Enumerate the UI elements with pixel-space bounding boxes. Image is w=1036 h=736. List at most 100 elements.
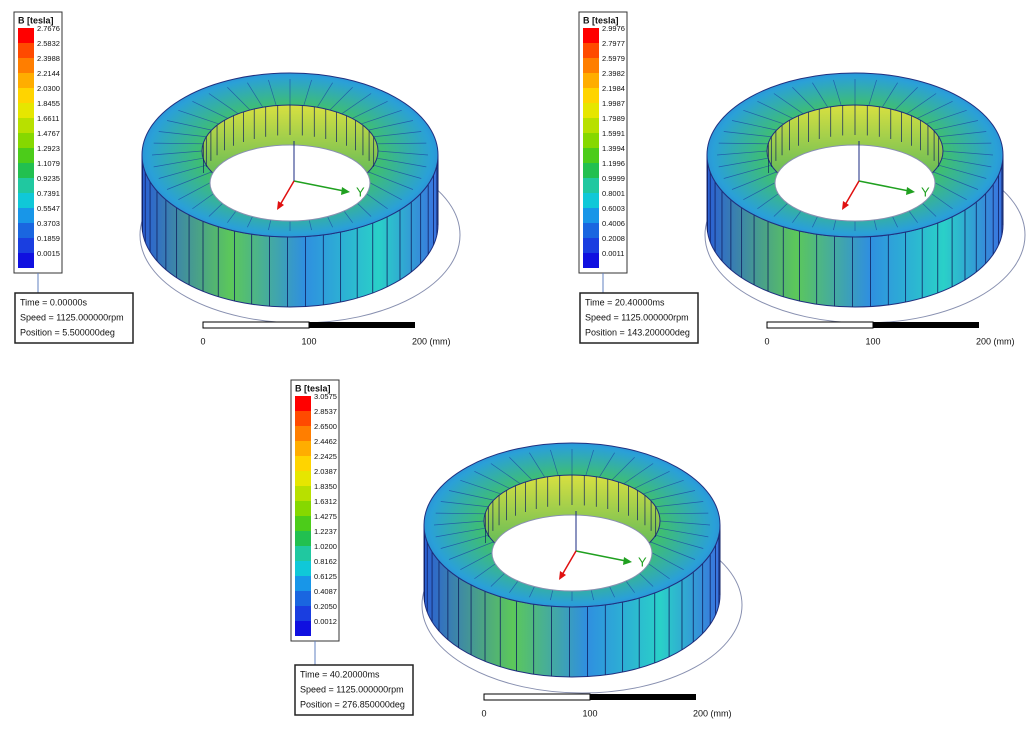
legend-swatch: [583, 163, 599, 178]
tooth-line: [435, 527, 486, 538]
legend-swatch: [18, 193, 34, 208]
legend-value: 1.2237: [314, 527, 337, 536]
tooth-line: [933, 171, 979, 190]
legend-value: 1.8455: [37, 99, 60, 108]
legend-swatch: [295, 531, 311, 546]
tooth-line: [368, 120, 414, 131]
legend-swatch: [295, 576, 311, 591]
legend-swatch: [18, 238, 34, 253]
tooth-line: [650, 541, 696, 560]
tooth-line: [329, 87, 353, 111]
tooth-line: [655, 501, 704, 508]
tooth-line: [917, 100, 953, 119]
tooth-line: [153, 157, 204, 168]
info-box: [294, 664, 414, 716]
tooth-line: [658, 512, 709, 515]
legend-swatch: [295, 591, 311, 606]
tooth-line: [448, 541, 494, 560]
legend-swatch: [18, 133, 34, 148]
ring-hole-floor: [209, 144, 371, 222]
info-box: [14, 292, 134, 344]
info-line: Position = 143.200000deg: [585, 327, 690, 337]
info-line: Position = 5.500000deg: [20, 327, 115, 337]
legend-swatch: [583, 223, 599, 238]
legend-value: 0.2008: [602, 234, 625, 243]
legend-value: 0.6125: [314, 572, 337, 581]
legend-swatch: [295, 471, 311, 486]
legend-value: 2.7977: [602, 39, 625, 48]
tooth-line: [938, 131, 987, 138]
legend-swatch: [295, 501, 311, 516]
axis-label: Y: [356, 184, 365, 199]
legend-value: 2.2425: [314, 452, 337, 461]
legend-value: 2.3988: [37, 54, 60, 63]
tooth-line: [208, 93, 239, 115]
legend-swatch: [18, 223, 34, 238]
scale-label: 100: [301, 336, 316, 346]
legend-value: 2.2144: [37, 69, 60, 78]
legend-value: 1.8350: [314, 482, 337, 491]
axis-x: [561, 550, 577, 576]
tooth-line: [376, 157, 427, 168]
legend-swatch: [18, 253, 34, 268]
tooth-line: [868, 79, 877, 106]
tooth-line: [941, 157, 992, 168]
legend-swatch: [295, 411, 311, 426]
legend-value: 2.0387: [314, 467, 337, 476]
legend-swatch: [583, 238, 599, 253]
legend-value: 0.0012: [314, 617, 337, 626]
axis-y-head: [623, 557, 632, 565]
legend-value: 1.3994: [602, 144, 625, 153]
tooth-line: [341, 93, 372, 115]
tooth-line: [352, 100, 388, 119]
legend-value: 1.9987: [602, 99, 625, 108]
tooth-line: [812, 82, 829, 108]
tooth-line: [373, 164, 422, 179]
legend-value: 1.1079: [37, 159, 60, 168]
tooth-line: [433, 520, 485, 526]
legend-value: 1.6611: [37, 114, 59, 123]
legend-value: 2.6500: [314, 422, 337, 431]
scale-label: 200 (mm): [693, 708, 732, 718]
scale-label: 100: [865, 336, 880, 346]
legend-swatch: [295, 456, 311, 471]
axis-x-head: [559, 571, 566, 580]
legend-value: 2.9976: [602, 24, 625, 33]
legend-value: 2.5832: [37, 39, 60, 48]
legend-swatch: [295, 396, 311, 411]
tooth-line: [153, 142, 204, 145]
legend-swatch: [18, 148, 34, 163]
axis-label: Y: [638, 554, 647, 569]
tooth-line: [166, 171, 212, 190]
tooth-line: [158, 164, 207, 179]
legend-swatch: [18, 118, 34, 133]
legend-swatch: [295, 426, 311, 441]
legend-swatch: [18, 208, 34, 223]
tooth-line: [941, 142, 992, 145]
legend-value: 0.6003: [602, 204, 625, 213]
legend-swatch: [583, 88, 599, 103]
info-line: Time = 40.20000ms: [300, 669, 380, 679]
legend-swatch: [295, 621, 311, 636]
legend-title: B [tesla]: [583, 15, 619, 25]
legend-swatch: [18, 178, 34, 193]
tooth-line: [731, 120, 777, 131]
legend-swatch: [583, 133, 599, 148]
scale-black: [590, 694, 696, 700]
legend-swatch: [18, 58, 34, 73]
legend-swatch: [583, 208, 599, 223]
legend-value: 1.2923: [37, 144, 60, 153]
axis-label: Y: [921, 184, 930, 199]
scale-label: 0: [764, 336, 769, 346]
scale-black: [873, 322, 979, 328]
tooth-line: [529, 452, 546, 478]
legend-value: 2.8537: [314, 407, 337, 416]
tooth-line: [373, 131, 422, 138]
tooth-line: [166, 120, 212, 131]
legend-swatch: [583, 58, 599, 73]
tooth-line: [440, 501, 489, 508]
scale-black: [309, 322, 415, 328]
legend-swatch: [583, 193, 599, 208]
axis-x-head: [842, 201, 849, 210]
